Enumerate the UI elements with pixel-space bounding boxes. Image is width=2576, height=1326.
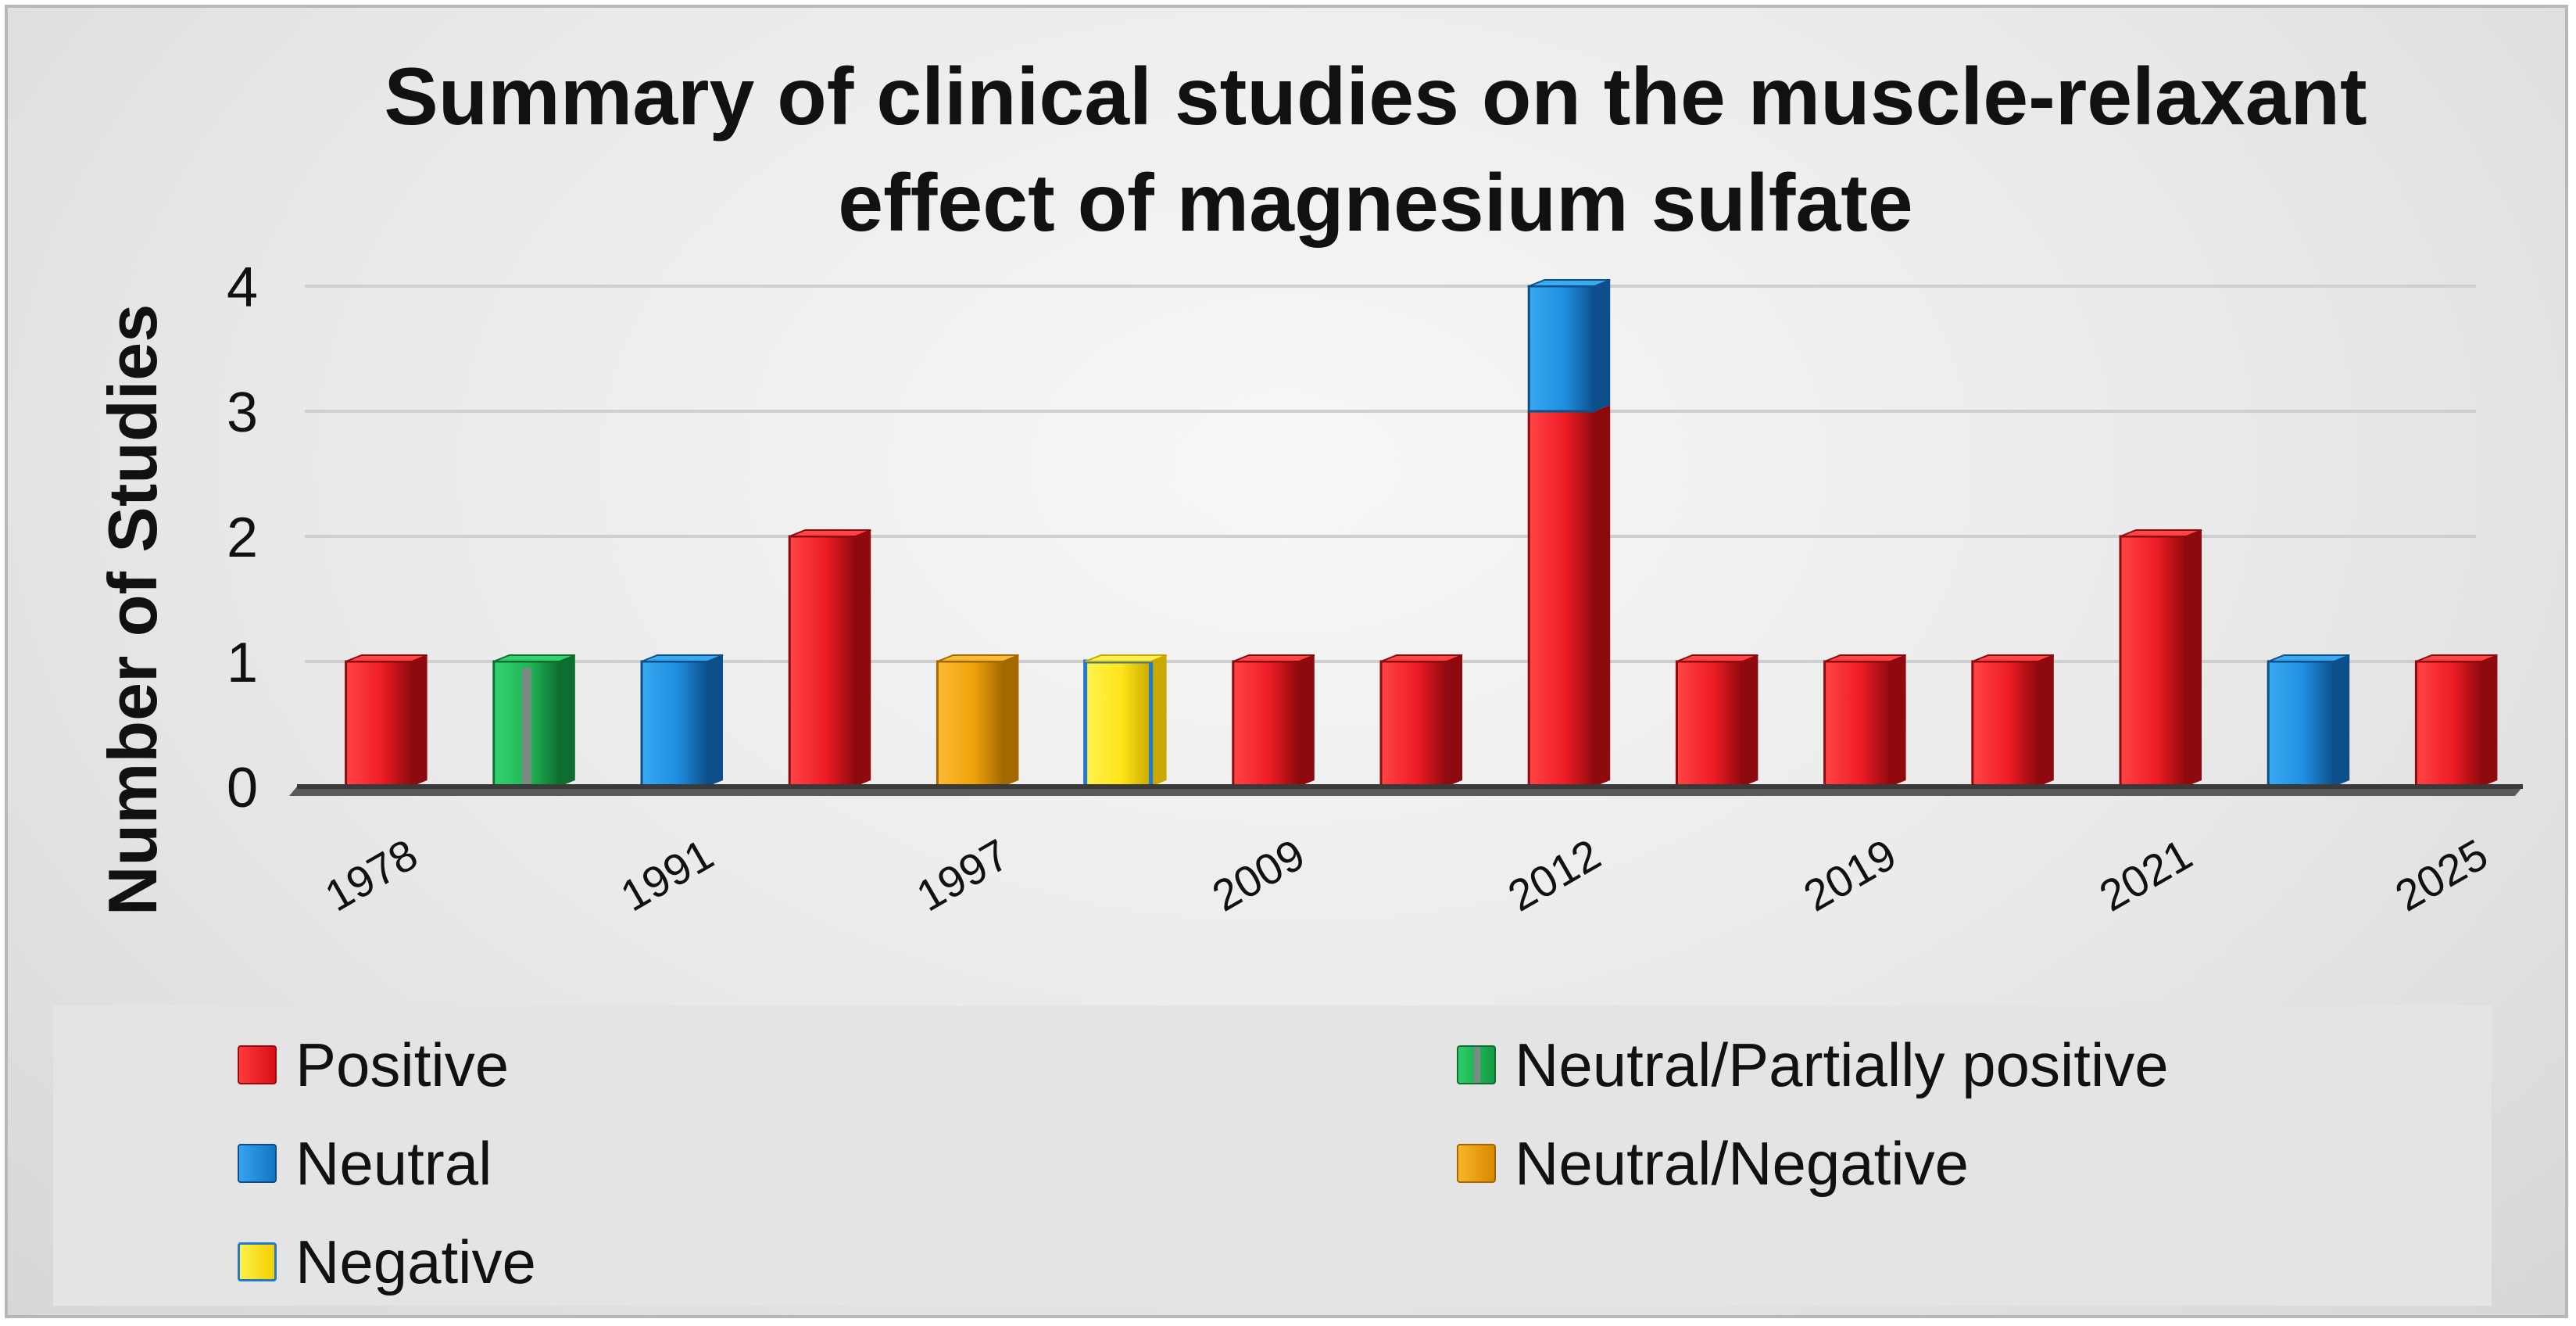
bar-segment-positive — [1527, 405, 1611, 788]
bar — [2414, 654, 2498, 788]
legend-item-neutral-partially-positive: Neutral/Partially positive — [1457, 1029, 2169, 1101]
bar-segment-neutral_partial — [492, 654, 576, 788]
legend-swatch-positive — [238, 1045, 277, 1084]
bar-segment-positive — [1675, 654, 1758, 788]
bar — [345, 654, 428, 788]
bar — [1232, 654, 1315, 788]
bar-segment-negative — [1083, 654, 1167, 789]
bar — [936, 654, 1019, 788]
bar-segment-positive — [1379, 654, 1463, 788]
bar — [1379, 654, 1463, 788]
legend-label-neutral: Neutral — [295, 1128, 492, 1198]
bar-segment-positive — [2414, 654, 2498, 788]
y-tick-label: 0 — [227, 757, 258, 819]
bar — [788, 529, 871, 788]
y-tick-label: 2 — [227, 507, 258, 569]
legend-item-neutral-negative: Neutral/Negative — [1457, 1127, 1969, 1199]
bar — [1971, 654, 2055, 788]
legend: Positive Neutral/Partially positive Neut… — [53, 1005, 2492, 1306]
x-tick-label: 2025 — [2387, 830, 2496, 921]
bar — [2267, 654, 2350, 788]
legend-item-neutral: Neutral — [238, 1127, 492, 1199]
x-tick-label: 1997 — [908, 830, 1017, 921]
x-tick-labels: 1978 1991 1997 2009 2012 2019 2021 2025 — [317, 830, 2496, 921]
x-tick-label: 1978 — [317, 830, 425, 921]
bar — [1527, 279, 1611, 788]
x-tick-label: 2019 — [1795, 830, 1904, 921]
bar — [1083, 654, 1167, 789]
x-tick-label: 1991 — [613, 830, 721, 921]
legend-item-negative: Negative — [238, 1226, 536, 1298]
y-tick-labels: 0 1 2 3 4 — [227, 256, 258, 819]
x-tick-label: 2012 — [1500, 830, 1608, 921]
bar-segment-positive — [1823, 654, 1906, 788]
plot-area: 0 1 2 3 4 1978 1991 1997 2009 2012 2019 2021 2025 — [227, 256, 2523, 921]
bar-segment-positive — [788, 529, 871, 788]
legend-item-positive: Positive — [238, 1029, 509, 1101]
bar-segment-neutral — [1527, 279, 1611, 413]
bar-segment-neutral — [2267, 654, 2350, 788]
y-tick-label: 1 — [227, 632, 258, 694]
legend-swatch-neutral-negative — [1457, 1144, 1496, 1183]
bar — [2119, 529, 2202, 788]
legend-swatch-negative — [238, 1242, 277, 1281]
y-tick-label: 4 — [227, 256, 258, 319]
chart-title: Summary of clinical studies on the muscl… — [384, 52, 2367, 249]
bar-segment-positive — [345, 654, 428, 788]
legend-label-neutral-negative: Neutral/Negative — [1515, 1128, 1969, 1198]
x-tick-label: 2021 — [2091, 830, 2200, 921]
bar — [1675, 654, 1758, 788]
bar-segment-positive — [2119, 529, 2202, 788]
bar-segment-neutral_negative — [936, 654, 1019, 788]
x-axis — [289, 784, 2523, 796]
bar-segment-positive — [1971, 654, 2055, 788]
legend-label-neutral-partially-positive: Neutral/Partially positive — [1515, 1030, 2169, 1099]
y-tick-label: 3 — [227, 382, 258, 444]
legend-swatch-neutral — [238, 1144, 277, 1183]
chart-frame: Summary of clinical studies on the muscl… — [5, 5, 2568, 1318]
x-tick-label: 2009 — [1204, 830, 1312, 921]
legend-swatch-neutral-partially-positive — [1457, 1045, 1496, 1084]
legend-label-positive: Positive — [295, 1030, 510, 1099]
bar-segment-positive — [1232, 654, 1315, 788]
bars — [345, 279, 2498, 789]
bar — [492, 654, 576, 788]
legend-label-negative: Negative — [295, 1227, 536, 1296]
bar — [1823, 654, 1906, 788]
bar — [640, 654, 724, 788]
bar-segment-neutral — [640, 654, 724, 788]
